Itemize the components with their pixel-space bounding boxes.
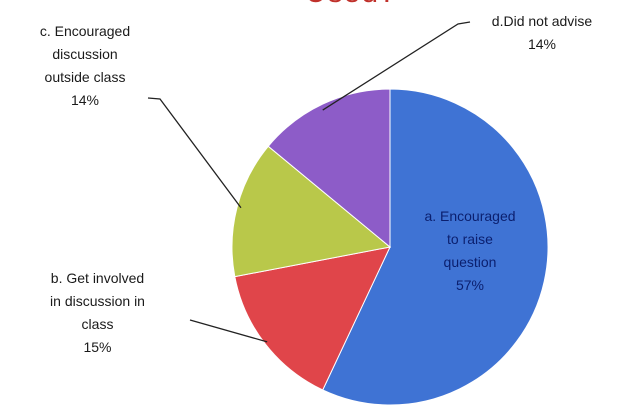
- pie-slice-d: [267, 88, 391, 249]
- slice-label-c-line-1: c. Encouraged: [39, 23, 131, 39]
- pie-slice-c: [231, 145, 392, 278]
- slice-label-b: b. Get involved in discussion in class 1…: [10, 267, 185, 359]
- pie-slice-b: [234, 246, 391, 391]
- slice-label-b-line-1: b. Get involved: [50, 270, 145, 286]
- slice-label-d: d.Did not advise 14%: [467, 10, 617, 56]
- slice-label-c-line-2: discussion: [52, 46, 118, 62]
- slice-label-a-line-3: question: [443, 254, 497, 270]
- slice-percent-d: 14%: [527, 36, 557, 52]
- slice-label-c: c. Encouraged discussion outside class 1…: [10, 20, 160, 112]
- slice-percent-c: 14%: [70, 92, 100, 108]
- slice-label-d-line-1: d.Did not advise: [491, 13, 593, 29]
- leader-line-c: [147, 97, 242, 209]
- slice-label-a-line-2: to raise: [447, 231, 493, 247]
- leader-line-d: [322, 21, 471, 111]
- chart-title: Used?: [305, 0, 397, 10]
- slice-label-c-line-3: outside class: [44, 69, 126, 85]
- slice-label-b-line-3: class: [81, 316, 114, 332]
- slice-label-b-line-2: in discussion in: [50, 293, 145, 309]
- slice-percent-b: 15%: [83, 339, 112, 355]
- slice-label-a-line-1: a. Encouraged: [424, 208, 516, 224]
- slice-percent-a: 57%: [455, 277, 485, 293]
- leader-line-b: [189, 319, 268, 343]
- slice-label-a: a. Encouraged to raise question 57%: [395, 205, 545, 297]
